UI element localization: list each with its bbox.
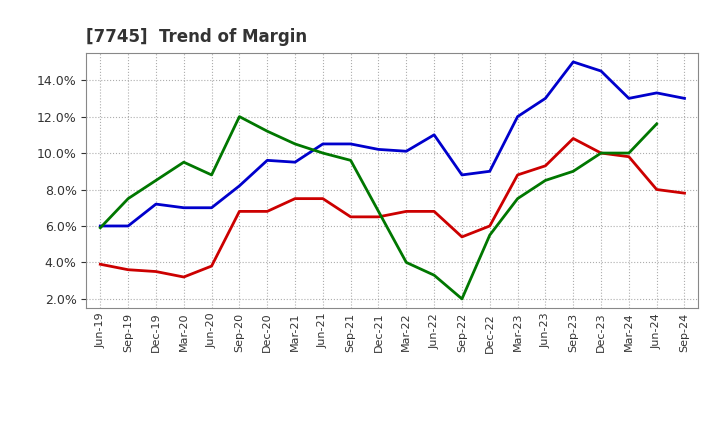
Operating Cashflow (318, 150, 327, 156)
Operating Cashflow (207, 172, 216, 178)
Net Income (485, 224, 494, 229)
Ordinary Income (179, 205, 188, 210)
Net Income (597, 150, 606, 156)
Line: Operating Cashflow: Operating Cashflow (100, 117, 657, 299)
Operating Cashflow (374, 209, 383, 214)
Ordinary Income (291, 160, 300, 165)
Ordinary Income (485, 169, 494, 174)
Net Income (346, 214, 355, 220)
Ordinary Income (152, 202, 161, 207)
Net Income (318, 196, 327, 201)
Operating Cashflow (235, 114, 243, 119)
Ordinary Income (597, 68, 606, 73)
Ordinary Income (652, 90, 661, 95)
Ordinary Income (235, 183, 243, 188)
Ordinary Income (569, 59, 577, 65)
Ordinary Income (124, 224, 132, 229)
Net Income (291, 196, 300, 201)
Ordinary Income (541, 96, 550, 101)
Net Income (152, 269, 161, 274)
Operating Cashflow (485, 232, 494, 238)
Operating Cashflow (291, 141, 300, 147)
Ordinary Income (680, 96, 689, 101)
Ordinary Income (263, 158, 271, 163)
Net Income (124, 267, 132, 272)
Operating Cashflow (597, 150, 606, 156)
Operating Cashflow (402, 260, 410, 265)
Net Income (624, 154, 633, 159)
Ordinary Income (430, 132, 438, 137)
Operating Cashflow (96, 225, 104, 231)
Ordinary Income (207, 205, 216, 210)
Operating Cashflow (263, 128, 271, 134)
Operating Cashflow (124, 196, 132, 201)
Ordinary Income (402, 149, 410, 154)
Net Income (652, 187, 661, 192)
Operating Cashflow (458, 296, 467, 301)
Net Income (513, 172, 522, 178)
Ordinary Income (318, 141, 327, 147)
Net Income (430, 209, 438, 214)
Operating Cashflow (430, 272, 438, 278)
Operating Cashflow (541, 178, 550, 183)
Operating Cashflow (152, 178, 161, 183)
Operating Cashflow (513, 196, 522, 201)
Line: Net Income: Net Income (100, 139, 685, 277)
Net Income (569, 136, 577, 141)
Net Income (458, 234, 467, 239)
Net Income (96, 262, 104, 267)
Ordinary Income (458, 172, 467, 178)
Net Income (402, 209, 410, 214)
Ordinary Income (96, 224, 104, 229)
Net Income (179, 275, 188, 280)
Operating Cashflow (569, 169, 577, 174)
Ordinary Income (374, 147, 383, 152)
Net Income (263, 209, 271, 214)
Net Income (235, 209, 243, 214)
Operating Cashflow (624, 150, 633, 156)
Operating Cashflow (652, 121, 661, 127)
Operating Cashflow (179, 160, 188, 165)
Net Income (680, 191, 689, 196)
Text: [7745]  Trend of Margin: [7745] Trend of Margin (86, 28, 307, 46)
Net Income (374, 214, 383, 220)
Line: Ordinary Income: Ordinary Income (100, 62, 685, 226)
Net Income (541, 163, 550, 169)
Operating Cashflow (346, 158, 355, 163)
Ordinary Income (624, 96, 633, 101)
Net Income (207, 264, 216, 269)
Ordinary Income (513, 114, 522, 119)
Ordinary Income (346, 141, 355, 147)
